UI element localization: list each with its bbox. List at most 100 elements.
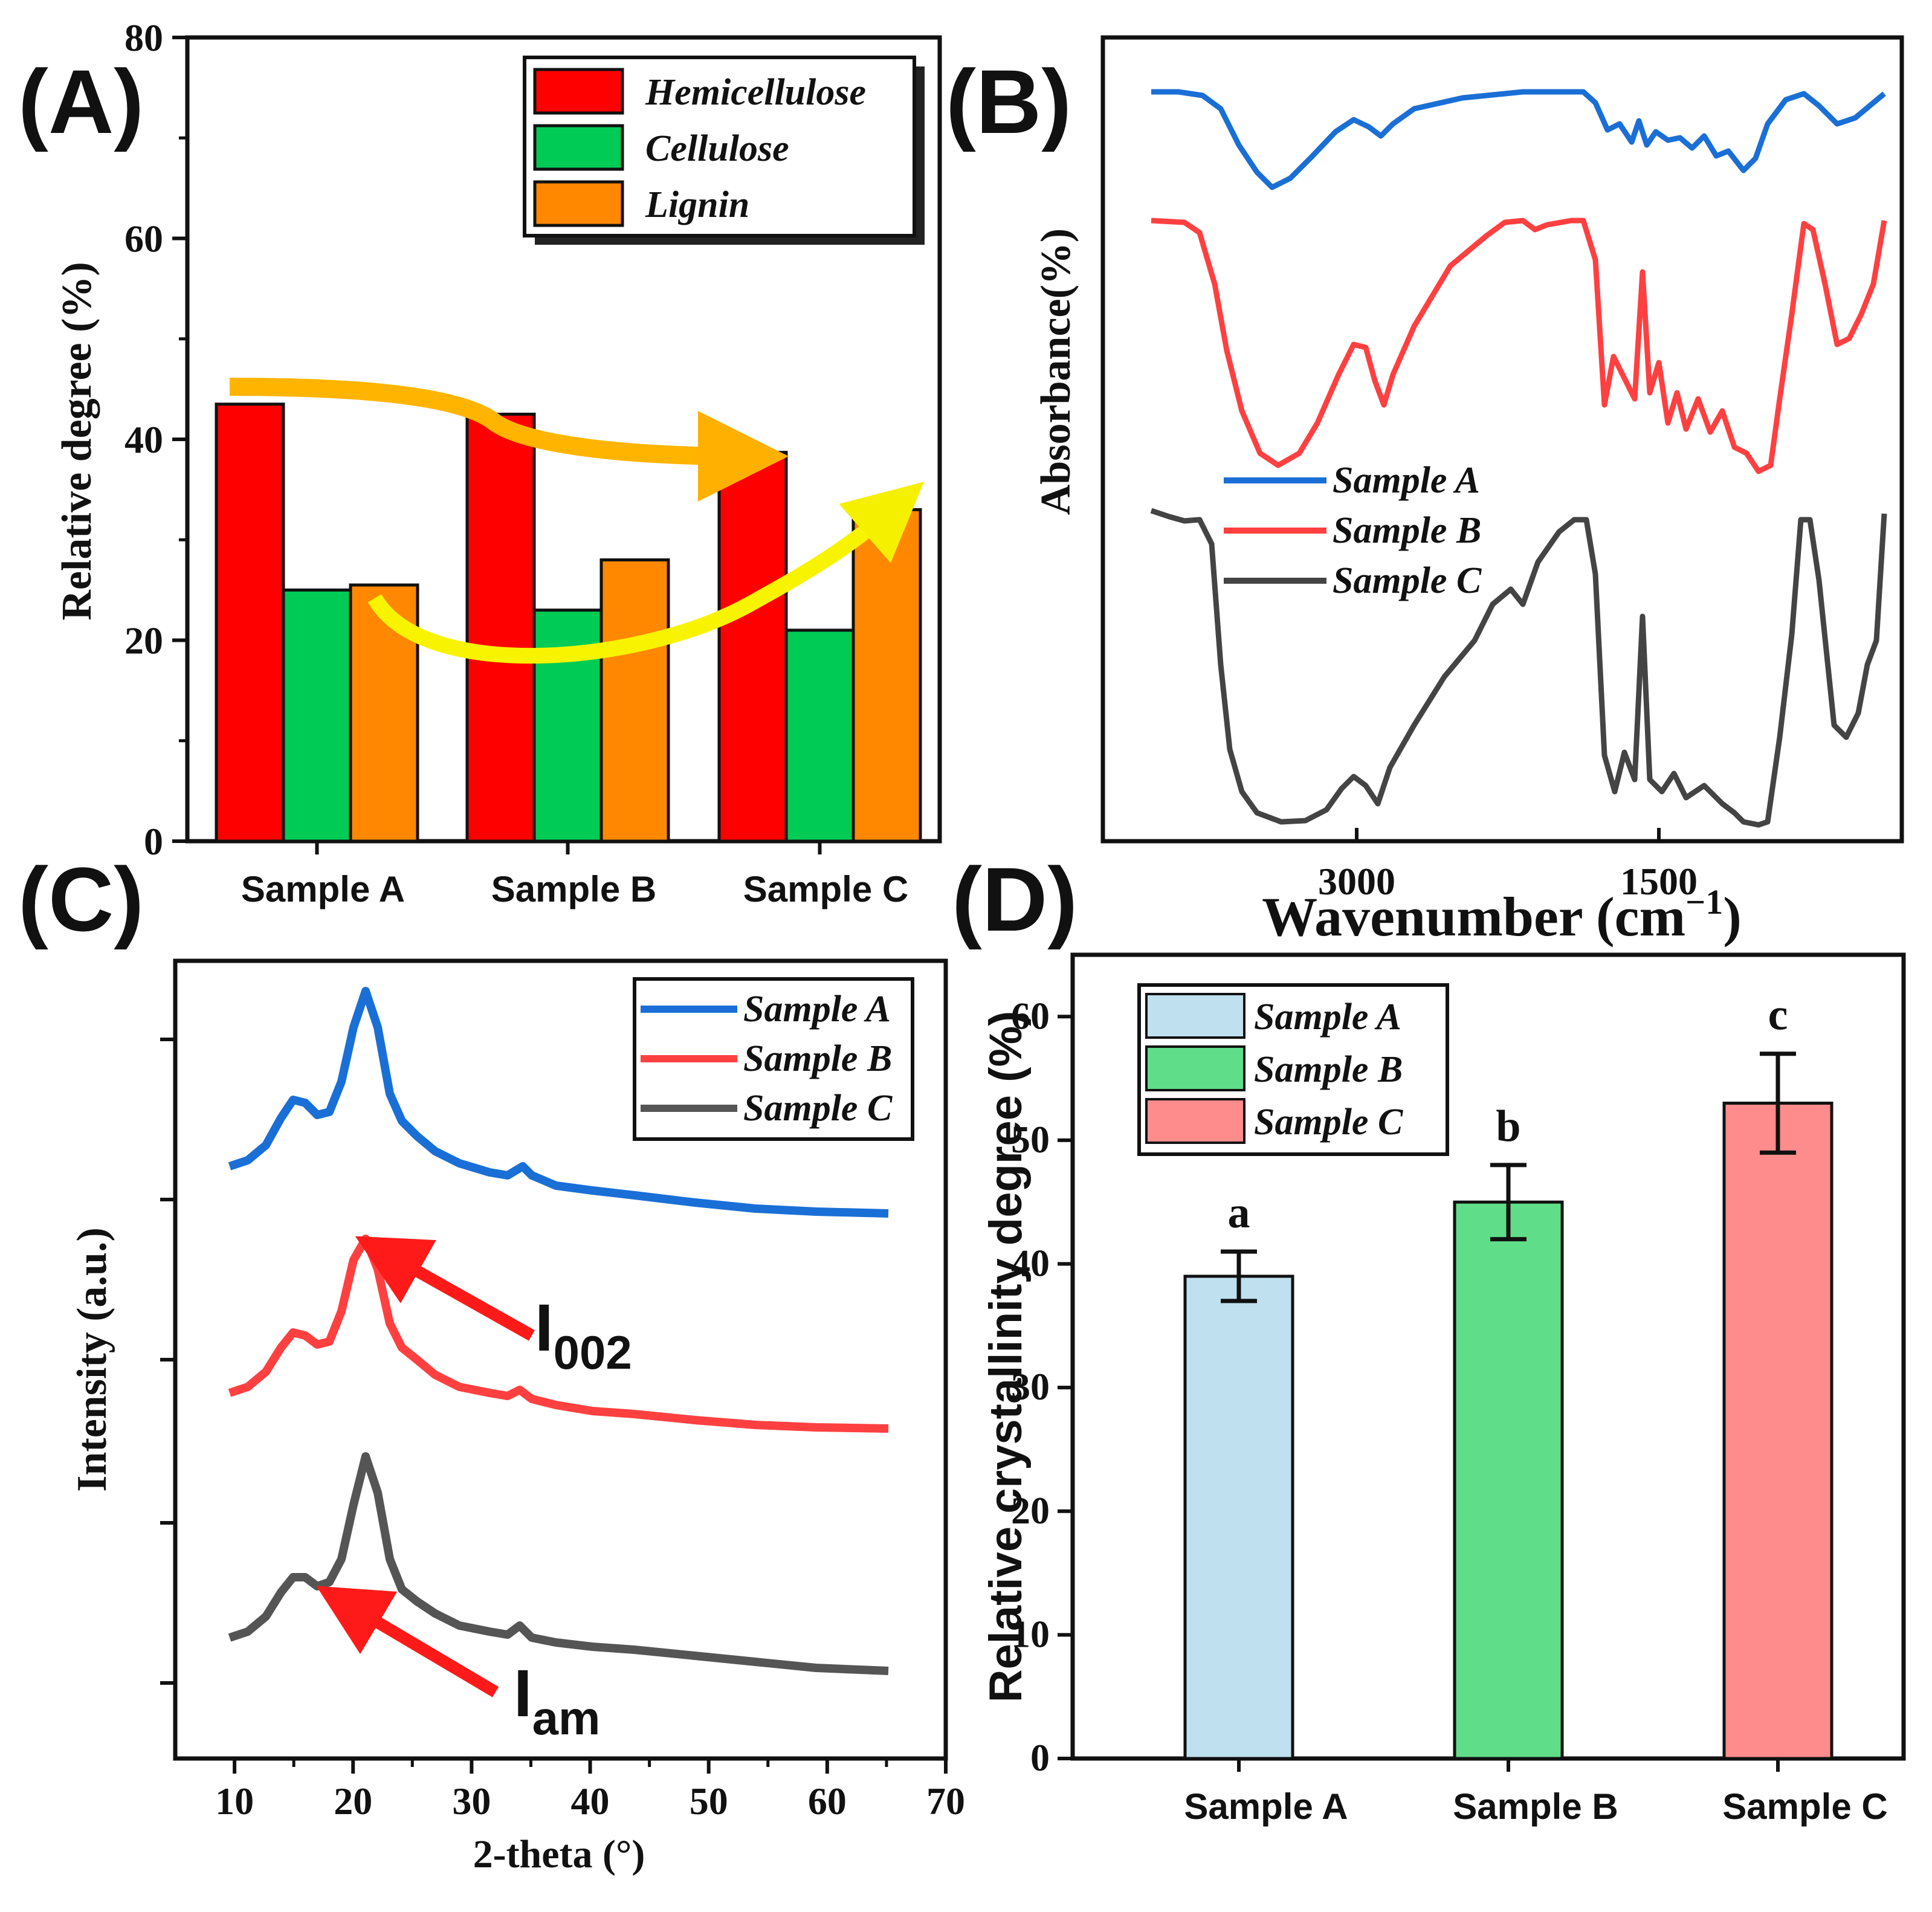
panel-b-tick-label-3000: 3000 bbox=[1318, 860, 1395, 903]
bar-hemicellulose-sample-c bbox=[717, 451, 788, 843]
panel-b-legend-label: Sample B bbox=[1333, 510, 1481, 551]
panel-b-x-title-close: ) bbox=[1723, 886, 1742, 948]
iam-label-main: I bbox=[514, 1656, 532, 1731]
panel-d-ytick-label: 50 bbox=[1011, 1118, 1050, 1161]
bar-hemicellulose-sample-b bbox=[465, 412, 536, 843]
panel-a-y-title: Relative degree (%) bbox=[54, 262, 100, 620]
ftir-sample-c-line bbox=[1150, 508, 1887, 828]
panel-d-ytick-label: 20 bbox=[1011, 1489, 1050, 1532]
i002-label: I002 bbox=[535, 1291, 632, 1379]
panel-d-ytick-label: 10 bbox=[1011, 1612, 1050, 1655]
panel-d-y-ticks: 0 10 20 30 40 50 60 bbox=[1011, 994, 1073, 1779]
panel-b: (B) 3000 1500 Wavenumber (cm−1) Absorban… bbox=[946, 35, 1904, 948]
iam-label: Iam bbox=[514, 1656, 600, 1745]
ftir-sample-b-line bbox=[1151, 218, 1887, 474]
bar-cellulose-sample-a bbox=[282, 588, 352, 843]
xrd-sample-c-line bbox=[228, 1452, 889, 1675]
panel-a-y-ticks: 0 20 40 60 80 bbox=[124, 16, 187, 863]
panel-b-frame bbox=[1100, 35, 1904, 844]
panel-d-label: (D) bbox=[952, 848, 1077, 950]
significance-letter: c bbox=[1768, 990, 1788, 1040]
panel-d-y-title: Relative crystallinity degree (%) bbox=[980, 1011, 1032, 1703]
panel-d-category-label: Sample C bbox=[1722, 1786, 1887, 1827]
panel-a: (A) 0 20 40 60 80 Sample A Sample B Sample C R… bbox=[18, 16, 942, 909]
panel-c-xtick-label: 20 bbox=[334, 1780, 372, 1823]
panel-c: (C) 10 20 30 40 50 60 70 2-theta (°) Intensity… bbox=[18, 848, 965, 1876]
legend-swatch-lignin bbox=[533, 180, 624, 227]
panel-a-ytick-label: 80 bbox=[124, 16, 163, 59]
iam-label-sub: am bbox=[532, 1691, 601, 1745]
panel-c-x-title: 2-theta (°) bbox=[473, 1832, 645, 1876]
panel-a-ytick-label: 20 bbox=[124, 619, 163, 662]
panel-c-xtick-label: 70 bbox=[926, 1780, 965, 1823]
panel-c-legend-label: Sample A bbox=[743, 989, 891, 1030]
panel-b-y-title: Absorbance(%) bbox=[1033, 228, 1079, 515]
panel-a-ytick-label: 60 bbox=[124, 218, 163, 260]
panel-c-legend-label: Sample B bbox=[743, 1038, 892, 1079]
significance-letter: a bbox=[1228, 1188, 1250, 1238]
panel-c-legend: Sample A Sample B Sample C bbox=[633, 977, 914, 1141]
xrd-sample-b-line bbox=[228, 1235, 889, 1433]
panel-a-ytick-label: 40 bbox=[124, 418, 163, 461]
i002-label-main: I bbox=[535, 1291, 554, 1365]
panel-d-legend-swatch bbox=[1145, 1098, 1245, 1144]
hemicellulose-trend-arrow bbox=[229, 378, 789, 502]
panel-d-legend-label: Sample C bbox=[1254, 1102, 1403, 1143]
panel-a-category-label: Sample C bbox=[743, 869, 908, 909]
panel-b-label: (B) bbox=[946, 51, 1071, 152]
panel-b-x-title: Wavenumber (cm−1) bbox=[1262, 882, 1742, 948]
panel-d-legend-swatch bbox=[1145, 993, 1245, 1039]
legend-label-lignin: Lignin bbox=[645, 184, 749, 225]
i002-arrow bbox=[355, 1236, 535, 1341]
iam-arrow bbox=[316, 1586, 499, 1697]
bar-lignin-sample-b bbox=[599, 558, 670, 843]
ftir-sample-a-line bbox=[1151, 89, 1886, 190]
panel-d-legend-label: Sample B bbox=[1254, 1049, 1403, 1090]
panel-d-legend: Sample A Sample B Sample C bbox=[1137, 983, 1449, 1156]
panel-a-legend: Hemicellulose Cellulose Lignin bbox=[523, 56, 925, 245]
panel-b-tick-label-1500: 1500 bbox=[1620, 860, 1698, 903]
panel-a-category-label: Sample A bbox=[241, 869, 405, 909]
i002-label-sub: 002 bbox=[554, 1326, 632, 1379]
legend-label-hemicellulose: Hemicellulose bbox=[645, 72, 866, 113]
panel-c-legend-label: Sample C bbox=[743, 1088, 893, 1129]
panel-b-x-title-sup: −1 bbox=[1685, 882, 1723, 922]
panel-a-categories: Sample A Sample B Sample C bbox=[241, 841, 908, 909]
panel-a-bars bbox=[215, 402, 922, 843]
panel-c-xtick-label: 10 bbox=[215, 1780, 254, 1823]
panel-d-category-label: Sample B bbox=[1453, 1786, 1618, 1827]
crystallinity-bar-sample-a bbox=[1183, 1274, 1294, 1760]
panel-d-legend-swatch bbox=[1145, 1045, 1245, 1091]
panel-c-y-title: Intensity (a.u.) bbox=[69, 1227, 115, 1492]
panel-a-label: (A) bbox=[18, 51, 144, 152]
panel-b-x-title-main: Wavenumber (cm bbox=[1262, 886, 1685, 948]
panel-d-categories: Sample A Sample B Sample C bbox=[1184, 1759, 1888, 1827]
panel-b-legend-label: Sample C bbox=[1333, 560, 1482, 601]
panel-b-legend-label: Sample A bbox=[1333, 460, 1480, 501]
panel-d-ytick-label: 30 bbox=[1011, 1365, 1050, 1408]
bar-cellulose-sample-c bbox=[784, 628, 855, 843]
xrd-sample-a-line bbox=[228, 987, 889, 1218]
panel-c-xtick-label: 50 bbox=[690, 1780, 728, 1823]
panel-c-xtick-label: 30 bbox=[452, 1780, 491, 1823]
panel-c-xtick-label: 40 bbox=[571, 1780, 610, 1823]
panel-c-y-ticks bbox=[160, 1038, 175, 1685]
panel-d-ytick-label: 60 bbox=[1011, 994, 1050, 1037]
panel-d-ytick-label: 0 bbox=[1030, 1736, 1050, 1779]
panel-c-xtick-label: 60 bbox=[808, 1780, 847, 1823]
crystallinity-bar-sample-c bbox=[1722, 1102, 1833, 1760]
panel-d-bars: a b c bbox=[1183, 990, 1833, 1760]
legend-swatch-cellulose bbox=[533, 124, 624, 171]
crystallinity-bar-sample-b bbox=[1453, 1200, 1564, 1760]
panel-a-ytick-label: 0 bbox=[144, 820, 163, 863]
lignin-trend-arrow bbox=[367, 482, 924, 664]
bar-hemicellulose-sample-a bbox=[215, 402, 285, 843]
panel-d-legend-label: Sample A bbox=[1254, 996, 1401, 1038]
panel-d-category-label: Sample A bbox=[1184, 1786, 1348, 1827]
legend-swatch-hemicellulose bbox=[533, 68, 624, 115]
significance-letter: b bbox=[1496, 1102, 1520, 1151]
panel-b-legend: Sample A Sample B Sample C bbox=[1224, 460, 1482, 601]
panel-d-ytick-label: 40 bbox=[1011, 1242, 1050, 1285]
